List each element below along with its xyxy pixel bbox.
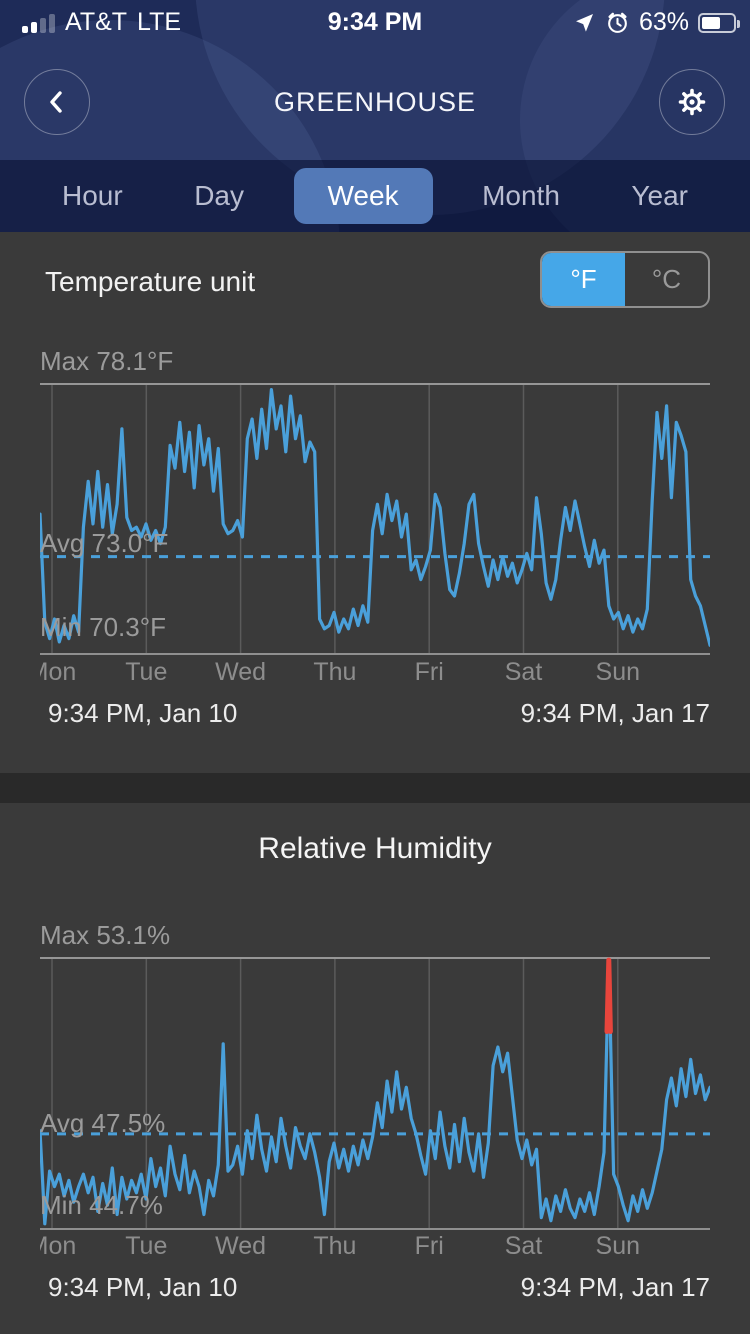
- day-label: Sun: [595, 658, 641, 686]
- temp-min-label: Min 70.3°F: [40, 612, 167, 642]
- temperature-unit-label: Temperature unit: [45, 266, 256, 297]
- humidity-day-axis: Mon Tue Wed Thu Fri Sat Sun: [40, 1232, 710, 1264]
- humidity-max-label: Max 53.1%: [40, 920, 171, 950]
- status-bar: AT&T LTE 9:34 PM 63%: [0, 0, 750, 45]
- signal-bars-icon: [22, 13, 55, 33]
- celsius-option[interactable]: °C: [651, 264, 682, 294]
- network-label: LTE: [137, 8, 182, 36]
- temp-end-time: 9:34 PM, Jan 17: [520, 698, 710, 728]
- day-label: Thu: [313, 1232, 357, 1260]
- tab-month[interactable]: Month: [482, 180, 560, 211]
- temperature-unit-toggle: °F °C: [540, 251, 710, 308]
- humidity-avg-label: Avg 47.5%: [40, 1108, 166, 1138]
- day-label: Wed: [215, 1232, 267, 1260]
- day-label: Thu: [313, 658, 357, 686]
- day-label: Fri: [414, 658, 444, 686]
- humidity-start-time: 9:34 PM, Jan 10: [48, 1272, 238, 1302]
- location-arrow-icon: [575, 13, 593, 32]
- day-label: Tue: [125, 658, 168, 686]
- tab-day[interactable]: Day: [194, 180, 244, 211]
- day-label: Mon: [40, 1232, 77, 1260]
- tab-week[interactable]: Week: [293, 168, 433, 224]
- humidity-chart[interactable]: [40, 957, 710, 1230]
- humidity-min-label: Min 44.7%: [40, 1190, 163, 1220]
- day-label: Sat: [504, 658, 543, 686]
- tab-hour[interactable]: Hour: [62, 180, 123, 211]
- back-button[interactable]: [24, 69, 90, 135]
- humidity-section-title: Relative Humidity: [258, 832, 492, 865]
- page-title: GREENHOUSE: [273, 87, 477, 117]
- fahrenheit-option[interactable]: °F: [542, 253, 625, 306]
- temp-timestamps: 9:34 PM, Jan 10 9:34 PM, Jan 17: [40, 698, 710, 729]
- humidity-timestamps: 9:34 PM, Jan 10 9:34 PM, Jan 17: [40, 1272, 710, 1303]
- temp-day-axis: Mon Tue Wed Thu Fri Sat Sun: [40, 658, 710, 690]
- humidity-chart-block: Max 53.1% Avg 47.5% Min 44.7% Mon Tue Wed T…: [40, 920, 710, 1334]
- humidity-end-time: 9:34 PM, Jan 17: [520, 1272, 710, 1302]
- day-label: Sat: [504, 1232, 543, 1260]
- content: Temperature unit °F °C Max 78.1°F Avg 73…: [0, 232, 750, 1334]
- day-label: Fri: [414, 1232, 444, 1260]
- day-label: Sun: [595, 1232, 641, 1260]
- carrier-label: AT&T: [65, 8, 128, 36]
- temperature-chart[interactable]: [40, 383, 710, 655]
- battery-icon: [698, 12, 740, 33]
- temp-start-time: 9:34 PM, Jan 10: [48, 698, 238, 728]
- temperature-chart-block: Max 78.1°F Avg 73.0°F Min 70.3°F Mon Tue W…: [40, 346, 710, 846]
- temperature-unit-row: Temperature unit °F °C: [0, 240, 750, 332]
- section-divider: [0, 773, 750, 803]
- day-label: Wed: [215, 658, 267, 686]
- temp-avg-label: Avg 73.0°F: [40, 528, 169, 558]
- tab-year[interactable]: Year: [631, 180, 688, 211]
- top-navy-zone: AT&T LTE 9:34 PM 63%: [0, 0, 750, 232]
- temp-max-label: Max 78.1°F: [40, 346, 174, 376]
- gear-icon: [678, 88, 706, 116]
- header: GREENHOUSE: [0, 45, 750, 160]
- time-range-tabbar: Hour Day Week Month Year: [0, 160, 750, 232]
- alarm-clock-icon: [608, 12, 627, 33]
- back-chevron-icon: [50, 91, 62, 113]
- battery-percent-label: 63%: [638, 8, 689, 36]
- clock-time: 9:34 PM: [327, 8, 423, 36]
- day-label: Mon: [40, 658, 77, 686]
- settings-button[interactable]: [659, 69, 725, 135]
- day-label: Tue: [125, 1232, 168, 1260]
